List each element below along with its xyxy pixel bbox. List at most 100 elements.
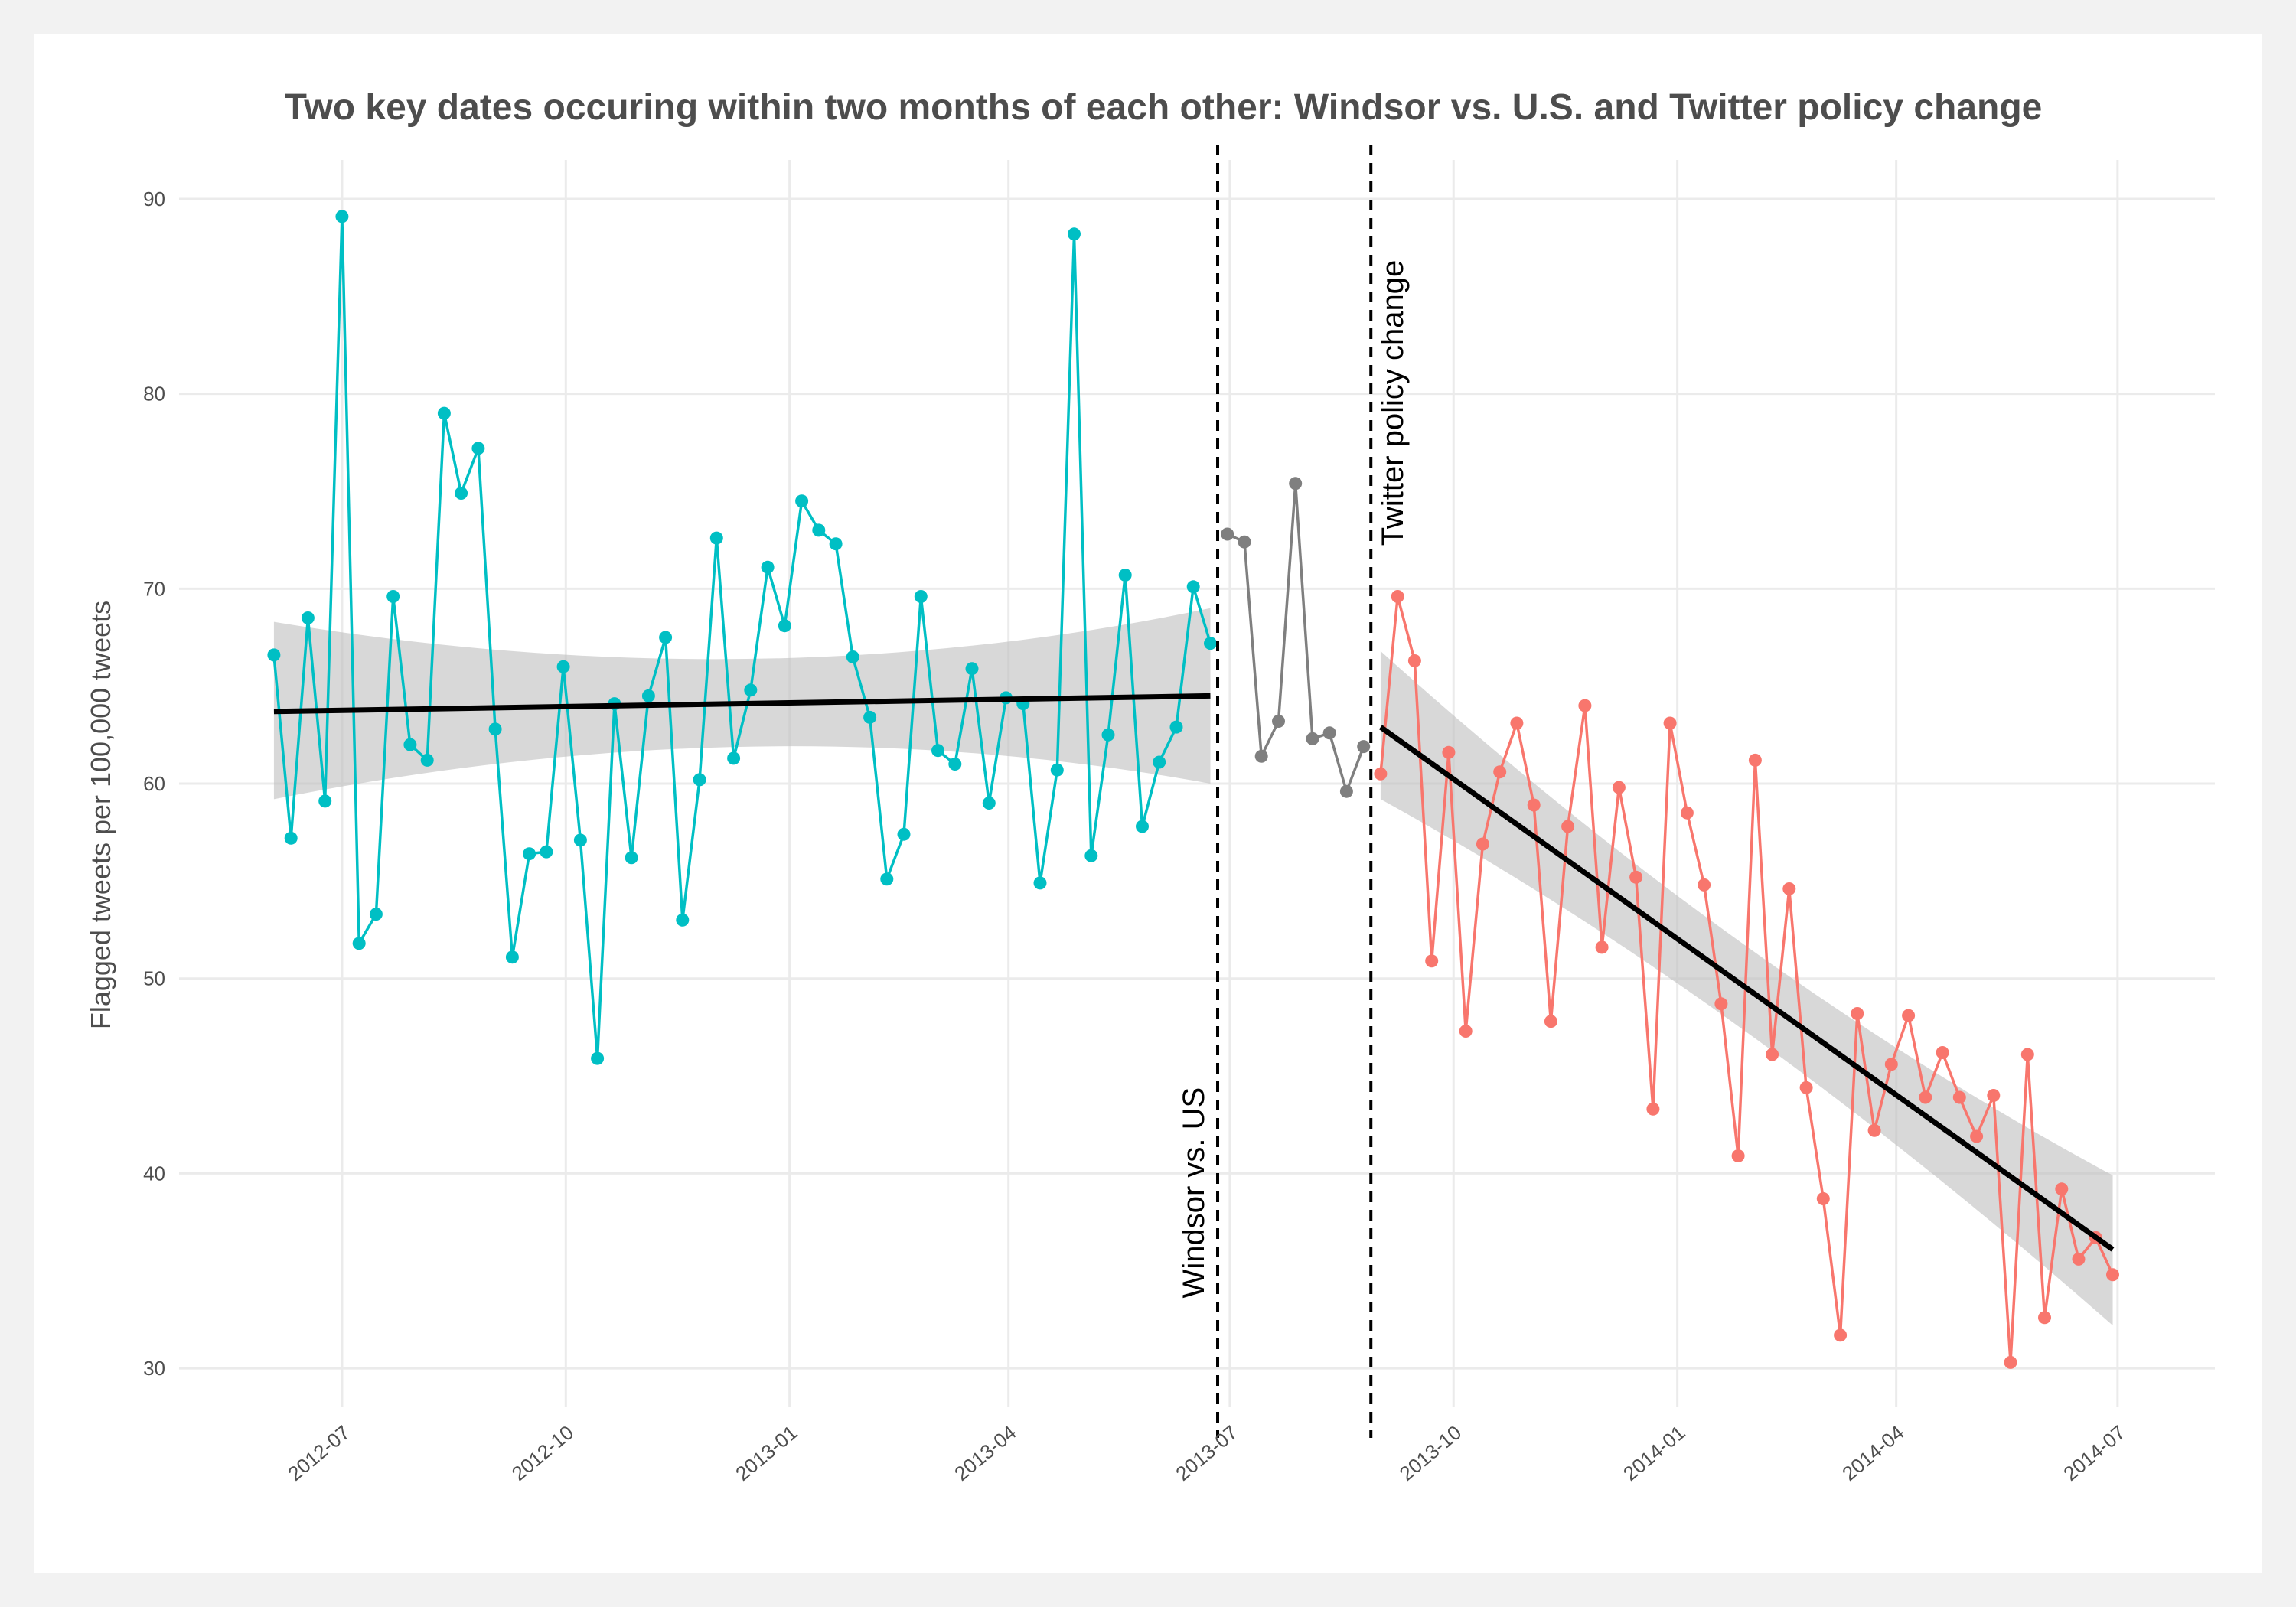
data-point: [437, 406, 451, 420]
data-point: [1782, 882, 1796, 895]
x-tick-label: 2014-01: [1619, 1421, 1689, 1485]
data-point: [1612, 781, 1626, 794]
data-point: [556, 660, 570, 673]
data-point: [1068, 227, 1081, 241]
data-point: [846, 650, 859, 663]
data-point: [1544, 1015, 1557, 1028]
series-line-between: [1226, 482, 1365, 793]
x-tick-label: 2013-04: [950, 1421, 1020, 1485]
data-point: [1816, 1192, 1830, 1205]
data-point: [1919, 1090, 1932, 1104]
x-tick-label: 2013-01: [731, 1421, 801, 1485]
data-point: [659, 631, 673, 644]
data-point: [795, 494, 809, 508]
data-point: [403, 738, 417, 751]
data-point: [2106, 1268, 2119, 1282]
data-point: [523, 847, 536, 861]
data-point: [335, 210, 349, 223]
data-point: [1153, 755, 1166, 769]
x-tick-label: 2012-10: [507, 1421, 578, 1485]
data-point: [1136, 820, 1149, 833]
data-point: [625, 851, 638, 865]
data-point: [778, 619, 791, 633]
data-point: [1272, 715, 1285, 728]
data-point: [1169, 720, 1183, 734]
data-point: [591, 1051, 605, 1065]
data-point: [948, 758, 962, 771]
series-line-after: [1379, 595, 2115, 1364]
data-point: [1766, 1048, 1779, 1061]
data-point: [420, 753, 434, 767]
data-point: [880, 872, 894, 886]
data-point: [1680, 806, 1694, 820]
data-point: [1714, 997, 1728, 1011]
data-point: [1510, 716, 1524, 730]
y-tick-label: 50: [143, 967, 165, 990]
data-point: [1339, 784, 1353, 798]
x-tick-label: 2013-07: [1171, 1421, 1241, 1485]
data-point: [727, 751, 741, 765]
data-point: [1867, 1123, 1881, 1137]
data-point: [744, 683, 758, 697]
chart-card: Windsor vs. US Twitter policy change 30 40…: [34, 34, 2262, 1573]
series-between: [1221, 477, 1371, 798]
data-point: [1050, 763, 1064, 777]
data-point: [2038, 1311, 2051, 1325]
data-point: [931, 744, 944, 758]
data-point: [369, 908, 383, 921]
data-point: [676, 913, 690, 927]
data-point: [2004, 1355, 2017, 1369]
data-point: [1902, 1009, 1916, 1022]
x-tick-label: 2014-07: [2059, 1421, 2129, 1485]
data-point: [1101, 728, 1115, 742]
data-point: [1084, 849, 1098, 862]
data-point: [1629, 870, 1643, 884]
data-point: [1425, 954, 1439, 968]
data-point: [641, 689, 655, 702]
event-markers: Windsor vs. US Twitter policy change: [1177, 145, 1410, 1438]
data-point: [267, 648, 281, 662]
data-point: [2055, 1182, 2069, 1196]
series-after: [1374, 590, 2119, 1369]
data-series: [267, 210, 2119, 1369]
y-axis-title: Flagged tweets per 100,000 tweets: [85, 601, 116, 1029]
data-point: [1476, 837, 1489, 851]
data-point: [2020, 1048, 2034, 1061]
line-chart: Windsor vs. US Twitter policy change 30 40…: [85, 87, 2215, 1485]
data-point: [1357, 740, 1371, 754]
data-point: [897, 827, 911, 841]
data-point: [1561, 820, 1575, 833]
y-tick-label: 70: [143, 577, 165, 600]
data-point: [693, 773, 706, 787]
data-point: [709, 531, 723, 545]
data-point: [914, 590, 928, 603]
data-point: [863, 710, 877, 724]
data-point: [1834, 1328, 1848, 1342]
data-point: [1306, 732, 1319, 745]
series-line-before: [272, 215, 1212, 1060]
data-point: [1595, 940, 1609, 954]
data-point: [1748, 753, 1762, 767]
data-point: [352, 937, 366, 950]
axis-labels: 30 40 50 60 70 80 90 2012-07 2012-10 2013-01 2013-…: [143, 187, 2130, 1485]
data-point: [301, 611, 315, 624]
data-point: [1493, 765, 1507, 779]
data-point: [1374, 767, 1388, 781]
data-point: [829, 537, 843, 551]
y-tick-label: 30: [143, 1357, 165, 1380]
x-tick-label: 2014-04: [1838, 1421, 1908, 1485]
data-point: [1970, 1129, 1984, 1143]
data-point: [2072, 1252, 2086, 1266]
data-point: [1322, 726, 1336, 740]
x-tick-label: 2013-10: [1395, 1421, 1466, 1485]
data-point: [1254, 749, 1268, 763]
data-point: [1407, 654, 1421, 667]
data-point: [488, 722, 502, 736]
data-point: [1799, 1081, 1813, 1094]
trend-lines: [273, 693, 2115, 1252]
data-point: [982, 797, 996, 810]
data-point: [284, 831, 298, 845]
data-point: [318, 794, 332, 808]
data-point: [471, 442, 485, 455]
data-point: [1391, 590, 1404, 603]
